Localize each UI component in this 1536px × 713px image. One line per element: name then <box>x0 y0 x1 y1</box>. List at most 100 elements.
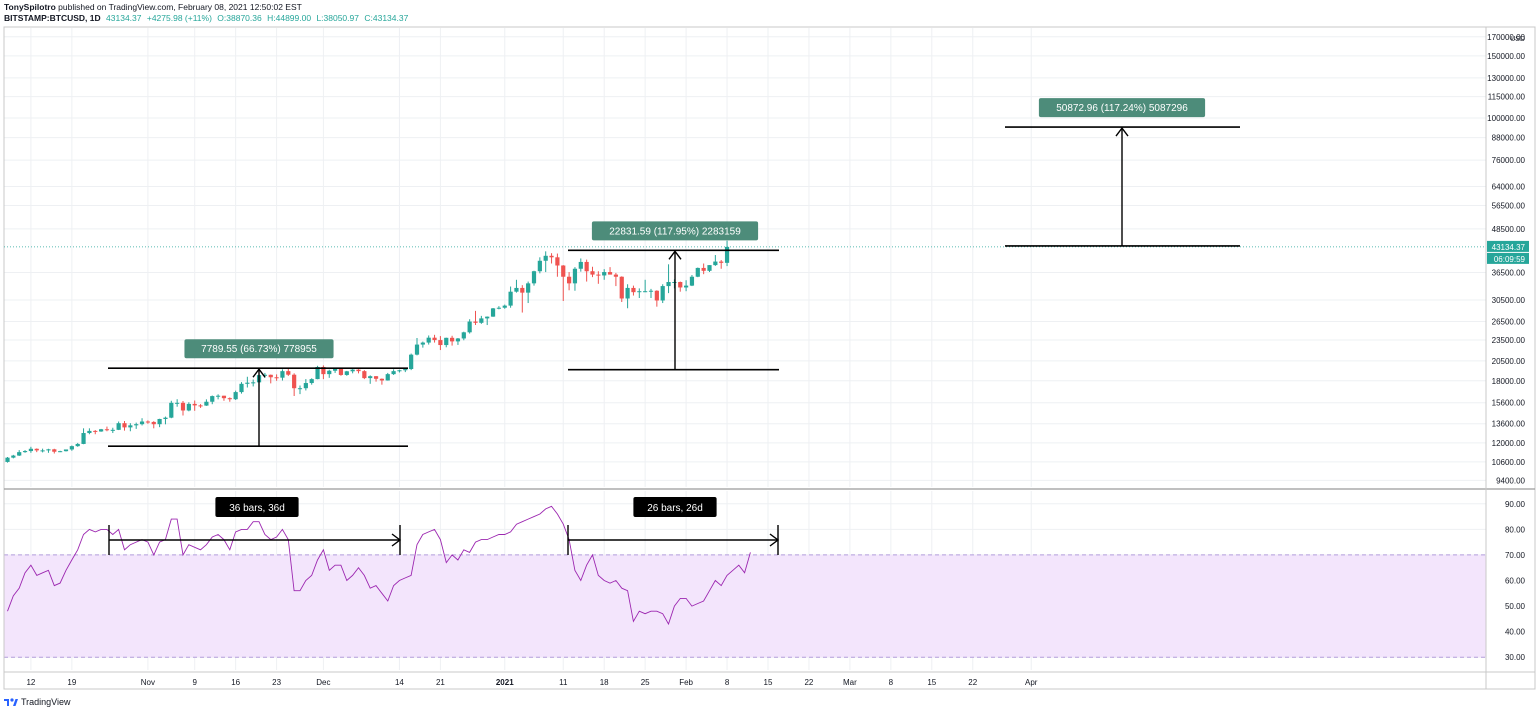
range-label: 36 bars, 36d <box>229 503 285 514</box>
price-axis-label: 15600.00 <box>1492 399 1526 408</box>
candle-body <box>444 337 449 346</box>
candle-body <box>467 321 472 333</box>
candle-body <box>514 287 519 292</box>
price-axis-label: 26500.00 <box>1492 318 1526 327</box>
price-axis-label: 64000.00 <box>1492 182 1526 191</box>
candle-body <box>409 354 414 370</box>
candle-body <box>262 374 267 376</box>
candle-body <box>75 443 80 447</box>
publish-line: TonySpilotro published on TradingView.co… <box>4 2 411 13</box>
time-axis-label: 22 <box>968 678 977 687</box>
candle-body <box>391 371 396 375</box>
candle-body <box>432 337 437 341</box>
rsi-axis-label: 80.00 <box>1505 525 1526 534</box>
currency-label: USD <box>1510 36 1525 43</box>
candle-body <box>180 402 186 411</box>
time-axis-label: Feb <box>679 678 693 687</box>
candle-body <box>561 265 566 277</box>
candle-body <box>724 246 730 263</box>
candle-body <box>221 395 227 399</box>
symbol-name[interactable]: BITSTAMP:BTCUSD, 1D <box>4 13 101 23</box>
countdown-label: 06:09:59 <box>1494 255 1526 264</box>
candle-body <box>327 370 332 375</box>
candle-body <box>654 290 659 301</box>
high-value: H:44899.00 <box>267 13 312 23</box>
time-axis-label: 11 <box>559 678 568 687</box>
price-axis-label: 76000.00 <box>1492 156 1526 165</box>
price-axis-label: 56500.00 <box>1492 202 1526 211</box>
candle-body <box>537 260 542 272</box>
candle-body <box>22 451 28 453</box>
price-axis-label: 10600.00 <box>1492 458 1526 467</box>
candle-body <box>245 382 250 384</box>
range-arrowhead <box>391 533 402 547</box>
candle-body <box>555 257 560 266</box>
candle-body <box>204 401 209 406</box>
low-value: L:38050.97 <box>316 13 359 23</box>
candle-body <box>303 383 308 389</box>
candle-body <box>251 382 256 384</box>
candle-body <box>508 291 513 306</box>
candle-body <box>40 450 45 452</box>
time-axis-label: Nov <box>141 678 155 687</box>
candle-body <box>175 402 180 404</box>
candle-body <box>549 255 554 258</box>
time-axis-label: 12 <box>26 678 35 687</box>
candle-body <box>490 308 496 317</box>
author-name[interactable]: TonySpilotro <box>4 2 56 12</box>
candle-body <box>292 374 297 389</box>
candle-body <box>274 377 279 379</box>
measure-arrowhead <box>668 250 682 260</box>
price-change: +4275.98 (+11%) <box>146 13 212 23</box>
candle-body <box>531 271 537 284</box>
footer-brand: TradingView <box>4 697 71 707</box>
candle-body <box>631 287 636 293</box>
candle-body <box>678 282 683 288</box>
price-axis-label: 18000.00 <box>1492 377 1526 386</box>
candle-body <box>397 370 402 372</box>
rsi-axis-label: 90.00 <box>1505 500 1526 509</box>
price-axis-label: 36500.00 <box>1492 268 1526 277</box>
measure-label: 50872.96 (117.24%) 5087296 <box>1056 103 1188 114</box>
candle-body <box>578 261 583 269</box>
time-axis-label: Dec <box>316 678 330 687</box>
candle-body <box>362 371 367 379</box>
candle-body <box>338 368 344 375</box>
candle-body <box>520 287 525 293</box>
candle-body <box>526 283 531 293</box>
candle-body <box>385 374 390 381</box>
candle-body <box>309 379 314 384</box>
price-axis-label: 48500.00 <box>1492 225 1526 234</box>
candle-body <box>461 332 466 339</box>
candle-body <box>134 424 139 426</box>
range-label-box <box>215 497 299 517</box>
candle-body <box>87 430 92 434</box>
price-axis-label: 115000.00 <box>1488 93 1526 102</box>
candle-body <box>590 271 595 275</box>
candle-body <box>613 274 618 277</box>
symbol-line: BITSTAMP:BTCUSD, 1D 43134.37 +4275.98 (+… <box>4 13 411 24</box>
measure-arrowhead <box>252 368 266 378</box>
candle-body <box>333 368 338 371</box>
candle-body <box>17 452 22 456</box>
rsi-axis-label: 40.00 <box>1505 628 1526 637</box>
time-axis-label: 2021 <box>496 678 514 687</box>
candle-body <box>479 318 484 323</box>
measure-label-box <box>1038 98 1206 118</box>
measure-label: 7789.55 (66.73%) 778955 <box>201 344 317 355</box>
candle-body <box>58 451 63 453</box>
candle-body <box>666 282 671 287</box>
price-axis-label: 30500.00 <box>1492 296 1526 305</box>
candle-body <box>104 429 110 431</box>
candle-body <box>701 267 706 271</box>
candle-body <box>268 374 273 378</box>
price-axis-label: 23500.00 <box>1492 336 1526 345</box>
last-price-tag <box>1487 240 1529 252</box>
candle-body <box>52 449 57 452</box>
price-axis-label: 100000.00 <box>1487 114 1525 123</box>
candle-body <box>163 417 168 419</box>
candle-body <box>350 369 355 372</box>
candle-body <box>684 285 689 288</box>
candle-body <box>379 378 384 381</box>
